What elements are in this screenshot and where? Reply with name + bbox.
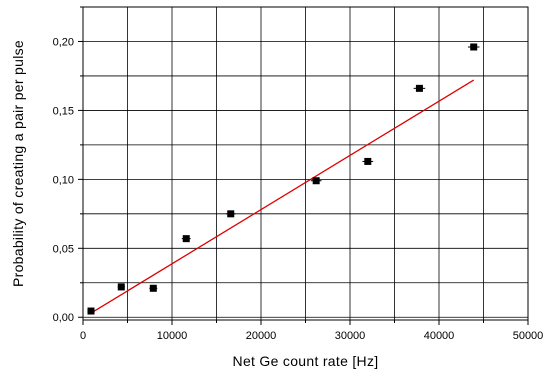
x-axis-title: Net Ge count rate [Hz] xyxy=(233,353,379,369)
grid xyxy=(82,6,529,320)
y-tick-label: 0,00 xyxy=(53,312,74,324)
data-point xyxy=(182,235,190,243)
data-points-series xyxy=(87,43,480,315)
x-tick-label: 20000 xyxy=(246,330,277,342)
data-point xyxy=(117,283,125,291)
data-point xyxy=(227,210,235,218)
data-point xyxy=(470,43,478,51)
data-point xyxy=(364,157,372,165)
x-tick-label: 50000 xyxy=(513,330,544,342)
x-tick-label: 10000 xyxy=(157,330,188,342)
data-point xyxy=(415,84,423,92)
data-point xyxy=(312,177,320,185)
y-tick-label: 0,15 xyxy=(53,105,74,117)
x-tick-label: 30000 xyxy=(335,330,366,342)
data-point xyxy=(87,307,95,315)
x-tick-label: 40000 xyxy=(424,330,455,342)
y-tick-label: 0,05 xyxy=(53,243,74,255)
y-axis-title: Probability of creating a pair per pulse xyxy=(10,40,26,287)
fit-line-series xyxy=(90,79,475,314)
fit-line xyxy=(90,79,475,314)
y-tick-label: 0,20 xyxy=(53,36,74,48)
x-tick-label: 0 xyxy=(80,330,86,342)
y-tick-label: 0,10 xyxy=(53,174,74,186)
axis-ticks: 0 10000 20000 30000 40000 50000 0,00 0,05 0,10 0,… xyxy=(53,6,544,342)
data-point xyxy=(149,284,157,292)
